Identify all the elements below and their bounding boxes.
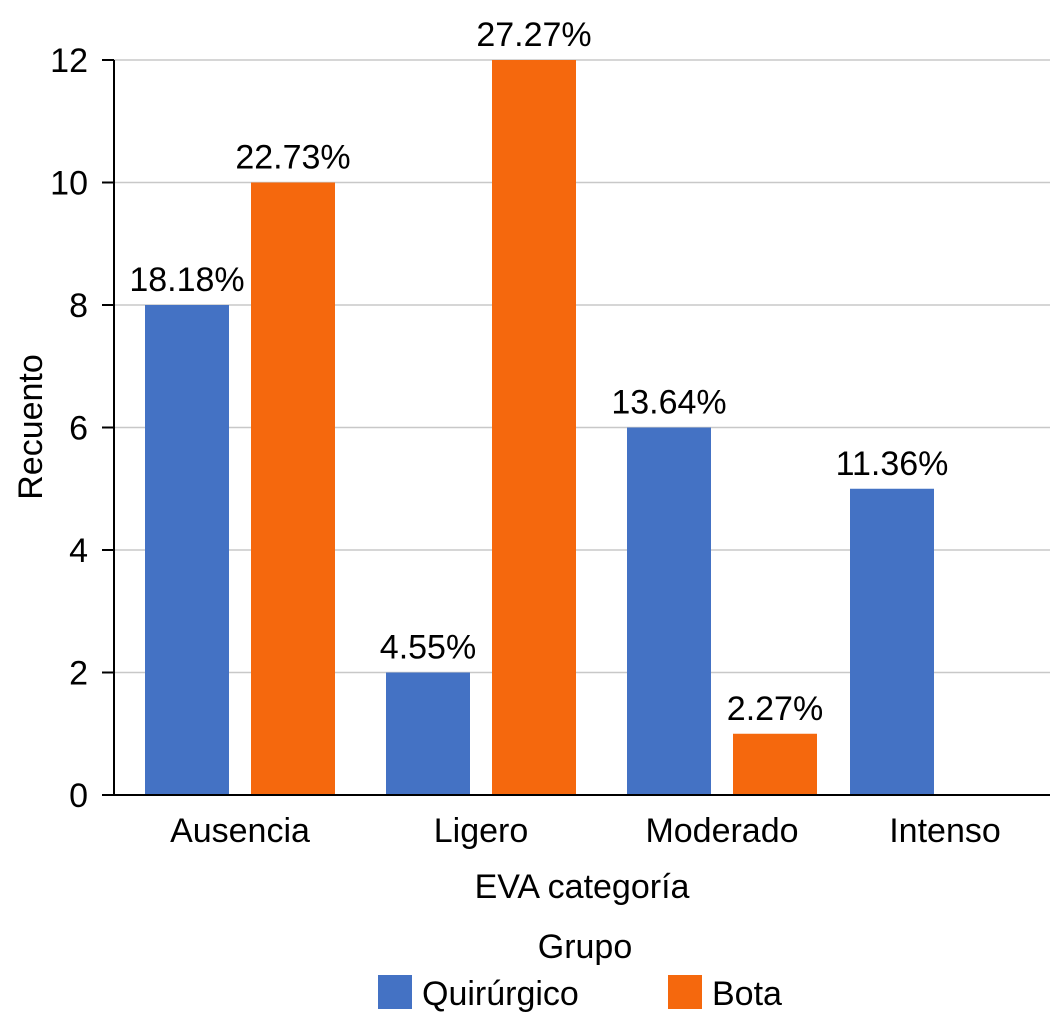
bar-bota-ausencia [251, 182, 335, 795]
data-label: 11.36% [836, 445, 949, 483]
bar-quir-rgico-intenso [850, 488, 934, 795]
legend-title: Grupo [538, 928, 633, 966]
legend-label: Bota [712, 975, 782, 1013]
legend: Grupo Quirúrgico Bota [378, 928, 782, 1013]
data-label: 2.27% [727, 690, 823, 728]
y-tick-label: 12 [50, 42, 88, 80]
bars [145, 60, 934, 795]
x-axis-title: EVA categoría [475, 868, 690, 906]
y-tick-label: 10 [50, 165, 88, 203]
y-tick-label: 8 [69, 287, 88, 325]
y-tick-label: 6 [69, 410, 88, 448]
bar-quir-rgico-ligero [386, 672, 470, 795]
x-tick-label: Ausencia [170, 812, 310, 850]
data-label: 13.64% [611, 384, 726, 422]
x-tick-label: Ligero [434, 812, 529, 850]
x-tick-label: Moderado [645, 812, 798, 850]
legend-label: Quirúrgico [422, 975, 579, 1013]
y-tick-label: 2 [69, 655, 88, 693]
legend-items: Quirúrgico Bota [378, 975, 782, 1013]
axes: 0 2 4 6 8 10 12 Ausencia Ligero Moderado Intenso [50, 42, 1050, 850]
data-label: 27.27% [476, 16, 591, 54]
bar-quir-rgico-moderado [627, 427, 711, 795]
data-label: 18.18% [129, 261, 244, 299]
y-tick-label: 4 [69, 532, 88, 570]
y-axis-title: Recuento [12, 354, 50, 500]
legend-swatch [378, 975, 412, 1009]
bar-bota-ligero [492, 60, 576, 795]
bar-quir-rgico-ausencia [145, 305, 229, 795]
data-labels: 18.18% 4.55% 13.64% 11.36% 22.73% 27.27% 2.27% [129, 16, 948, 728]
data-label: 4.55% [380, 629, 476, 667]
bar-bota-moderado [733, 733, 817, 795]
legend-swatch [668, 975, 702, 1009]
y-tick-label: 0 [69, 777, 88, 815]
data-label: 22.73% [235, 139, 350, 177]
x-tick-label: Intenso [889, 812, 1001, 850]
